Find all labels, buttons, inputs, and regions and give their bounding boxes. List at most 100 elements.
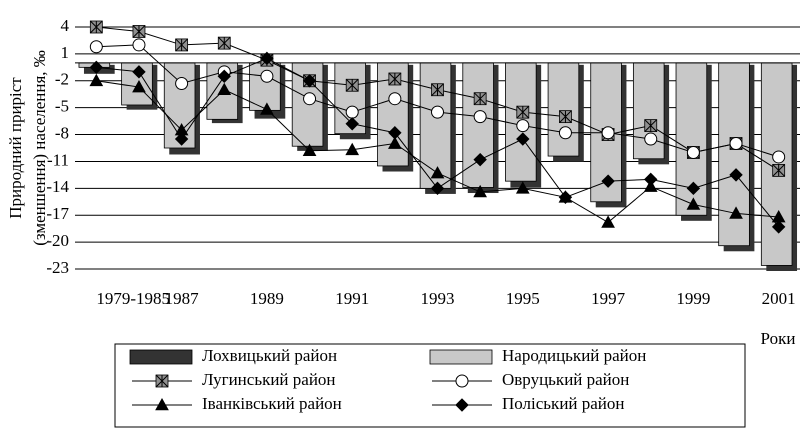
x-tick-label: 1993 — [421, 289, 455, 308]
bar — [419, 62, 452, 189]
marker — [132, 38, 146, 52]
marker — [260, 102, 274, 115]
marker-cross — [431, 83, 444, 97]
legend-label: Поліський район — [502, 394, 625, 413]
marker — [388, 126, 402, 140]
marker-cross — [217, 36, 231, 50]
x-tick-label: 1987 — [165, 289, 200, 308]
marker — [388, 92, 402, 106]
marker — [302, 143, 317, 156]
legend-swatch — [429, 349, 493, 365]
marker — [644, 132, 658, 146]
marker — [132, 25, 146, 38]
x-tick-label: 1979-1985 — [96, 289, 170, 308]
y-tick-label: -23 — [46, 258, 69, 277]
marker — [388, 72, 402, 86]
x-tick-label: 2001 — [762, 289, 796, 308]
marker — [175, 38, 189, 52]
marker-cross — [132, 25, 146, 38]
marker — [155, 397, 169, 411]
marker — [260, 51, 274, 66]
marker — [644, 119, 658, 132]
marker — [174, 132, 189, 146]
marker — [431, 105, 444, 119]
marker — [431, 83, 444, 97]
marker — [601, 174, 615, 188]
legend-label: Лохвицький район — [202, 346, 337, 365]
marker-cross — [516, 105, 530, 119]
marker — [430, 181, 445, 196]
y-axis-title: (зменшення) населення, ‰ — [30, 50, 49, 246]
legend-swatch — [129, 349, 193, 365]
marker-cross — [89, 20, 103, 34]
y-tick-label: -14 — [46, 177, 69, 196]
x-tick-label: 1989 — [250, 289, 284, 308]
marker-cross — [175, 38, 188, 52]
marker — [686, 145, 700, 159]
legend-label: Народицький район — [502, 346, 646, 365]
marker-cross — [473, 92, 487, 106]
marker — [516, 119, 530, 133]
marker — [516, 105, 530, 119]
legend-label: Овруцький район — [502, 370, 629, 389]
marker — [155, 374, 169, 388]
legend-label: Іванківський район — [202, 394, 342, 413]
marker — [345, 78, 359, 92]
y-tick-label: -8 — [55, 123, 69, 142]
marker — [388, 136, 402, 149]
marker — [729, 168, 743, 182]
marker — [559, 110, 572, 124]
marker — [345, 117, 359, 131]
marker — [345, 142, 360, 156]
marker — [729, 206, 743, 219]
marker — [558, 190, 573, 205]
marker — [455, 374, 469, 388]
y-tick-label: -17 — [46, 204, 69, 223]
y-tick-label: -5 — [55, 97, 69, 116]
marker — [558, 126, 572, 140]
marker — [89, 20, 103, 34]
marker — [217, 69, 231, 84]
marker — [345, 105, 359, 119]
marker-cross — [644, 119, 658, 132]
legend-label: Лугинський район — [202, 370, 336, 389]
marker-cross — [388, 72, 402, 86]
bar — [462, 62, 494, 188]
marker — [772, 164, 786, 177]
y-axis-title: Природний приріст — [6, 77, 25, 219]
marker — [473, 152, 487, 167]
marker — [601, 126, 615, 140]
marker-cross — [772, 164, 786, 177]
marker — [772, 150, 786, 164]
marker — [516, 132, 530, 146]
marker — [644, 172, 658, 187]
bar — [632, 62, 665, 160]
x-tick-label: 1997 — [591, 289, 626, 308]
x-tick-label: 1995 — [506, 289, 540, 308]
marker — [89, 40, 103, 54]
y-tick-label: 4 — [61, 16, 70, 35]
marker — [260, 69, 274, 83]
marker — [686, 181, 701, 196]
marker-cross — [155, 374, 169, 388]
marker — [303, 92, 317, 106]
marker — [132, 65, 146, 79]
y-tick-label: -11 — [47, 150, 69, 169]
legend-box — [114, 343, 746, 428]
y-tick-label: -20 — [46, 231, 69, 250]
marker-cross — [345, 78, 359, 92]
marker — [601, 215, 615, 228]
marker — [89, 73, 104, 87]
y-tick-label: -2 — [55, 70, 69, 89]
marker — [729, 137, 743, 151]
x-tick-label: 1999 — [676, 289, 710, 308]
marker — [89, 60, 104, 75]
marker — [132, 80, 146, 93]
marker-cross — [559, 110, 572, 123]
marker — [473, 184, 487, 198]
marker — [175, 76, 189, 90]
x-axis-title: Роки — [761, 329, 796, 348]
marker — [430, 166, 445, 179]
marker — [217, 36, 231, 50]
x-tick-label: 1991 — [335, 289, 369, 308]
